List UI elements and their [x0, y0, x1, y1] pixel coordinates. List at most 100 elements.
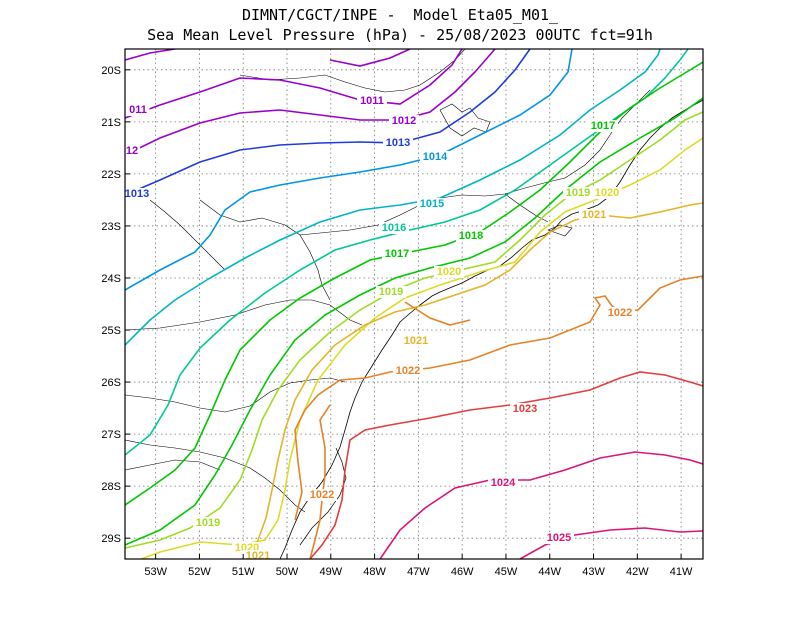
x-tick-label: 49W	[319, 566, 342, 578]
y-tick-label: 27S	[101, 429, 121, 441]
contour-label-background	[193, 517, 223, 529]
y-tick-label: 25S	[101, 325, 121, 337]
contour-label: 1023	[513, 403, 537, 415]
isobar-1012	[125, 49, 496, 156]
contour-label-background	[579, 209, 609, 221]
reservoir-shape	[439, 103, 491, 137]
x-tick-label: 41W	[670, 566, 693, 578]
contour-label-background	[383, 137, 413, 149]
contour-labels: 1011 011 1012 12 1013 1013 1014 1015 1016 1017 101…	[125, 95, 635, 562]
contour-label: 1022	[608, 307, 632, 319]
contour-label-background	[605, 307, 635, 319]
contour-label-background	[592, 187, 622, 199]
contour-label: 1011	[360, 95, 384, 107]
contour-label: 1016	[382, 222, 406, 234]
isobar-1023	[309, 371, 703, 559]
y-tick-label: 29S	[101, 533, 121, 545]
y-tick-label: 28S	[101, 481, 121, 493]
contour-label-background	[307, 489, 337, 501]
y-tick-label: 20S	[101, 65, 121, 77]
contour-label-background	[401, 335, 431, 347]
x-tick-label: 51W	[232, 566, 255, 578]
contour-label: 1017	[385, 248, 409, 260]
isobar-1013	[125, 49, 531, 196]
state-border-pr-sc	[125, 377, 346, 413]
island-shape	[547, 224, 573, 237]
isobar-1024	[379, 451, 703, 559]
contour-label: 1022	[396, 365, 420, 377]
contour-label: 1014	[423, 151, 448, 163]
contour-label: 1012	[392, 115, 416, 127]
contour-label-background	[126, 104, 150, 116]
map-background	[125, 49, 703, 559]
chart-title: DIMNT/CGCT/INPE - Model Eta05_M01_	[241, 6, 559, 24]
x-tick-label: 42W	[626, 566, 649, 578]
isobar-1011	[329, 49, 411, 67]
x-tick-label: 52W	[188, 566, 211, 578]
x-tick-label: 48W	[363, 566, 386, 578]
y-axis-ticks: 20S 21S 22S 23S 24S 25S 26S 27S 28S 29S	[101, 65, 130, 545]
y-tick-label: 26S	[101, 377, 121, 389]
isobar-1014	[125, 49, 573, 291]
x-tick-label: 50W	[276, 566, 299, 578]
isobar-1022	[294, 275, 703, 521]
contour-label: 1018	[459, 230, 483, 242]
contour-label: 1021	[582, 209, 606, 221]
contour-label: 011	[129, 104, 147, 116]
contour-label-background	[243, 550, 273, 559]
contour-label-background	[420, 151, 450, 163]
contour-label-background	[379, 222, 409, 234]
contour-label-background	[393, 365, 423, 377]
contour-label-background	[125, 145, 140, 157]
isobar-1025	[519, 527, 703, 559]
contour-label: 1013	[125, 188, 149, 200]
contour-label: 1025	[547, 532, 571, 544]
map-frame	[124, 48, 704, 560]
contour-label-background	[382, 248, 412, 260]
paraguay-border	[125, 459, 221, 471]
contour-label-background	[544, 532, 574, 544]
state-border-go-mg	[239, 49, 466, 93]
contour-label: 1017	[591, 120, 615, 132]
river-border	[149, 199, 226, 271]
contour-label: 1020	[595, 187, 619, 199]
isobar-1011	[125, 49, 463, 119]
contour-label: 1021	[404, 335, 428, 347]
contour-label: 1021	[246, 550, 270, 562]
x-axis-ticks: 53W 52W 51W 50W 49W 48W 47W 46W 45W 44W 43W 42W 41W	[144, 554, 693, 578]
contour-label: 12	[126, 145, 138, 157]
contour-label-background	[563, 187, 593, 199]
x-tick-label: 46W	[451, 566, 474, 578]
contour-label-background	[488, 477, 518, 489]
coastline	[279, 99, 703, 559]
contour-label-background	[456, 230, 486, 242]
y-tick-label: 23S	[101, 221, 121, 233]
contour-label-background	[389, 115, 419, 127]
contour-label: 1024	[491, 477, 516, 489]
contour-label-background	[434, 266, 464, 278]
political-borders	[125, 49, 703, 559]
contour-label-background	[510, 403, 540, 415]
lagoon-coast	[299, 447, 347, 546]
isobar-1022	[309, 404, 331, 559]
x-tick-label: 45W	[495, 566, 518, 578]
isobar-1022	[404, 301, 471, 326]
contour-label: 1019	[566, 187, 590, 199]
x-tick-label: 44W	[538, 566, 561, 578]
contour-label: 1019	[196, 517, 220, 529]
chart-subtitle: Sea Mean Level Pressure (hPa) - 25/08/20…	[147, 26, 653, 44]
state-border-sp-pr	[125, 299, 363, 331]
isobar-1011	[125, 49, 176, 61]
contour-label-background	[357, 95, 387, 107]
isobar-1021	[249, 202, 703, 559]
x-tick-label: 47W	[407, 566, 430, 578]
contour-label: 1015	[420, 198, 444, 210]
contour-label-background	[417, 198, 447, 210]
contour-label: 1022	[310, 489, 334, 501]
x-tick-label: 53W	[144, 566, 167, 578]
contour-label-background	[376, 286, 406, 298]
state-border-sc-rs	[125, 439, 306, 513]
contour-label: 1013	[386, 137, 410, 149]
x-tick-label: 43W	[582, 566, 605, 578]
state-border-ms-sp	[199, 199, 331, 301]
